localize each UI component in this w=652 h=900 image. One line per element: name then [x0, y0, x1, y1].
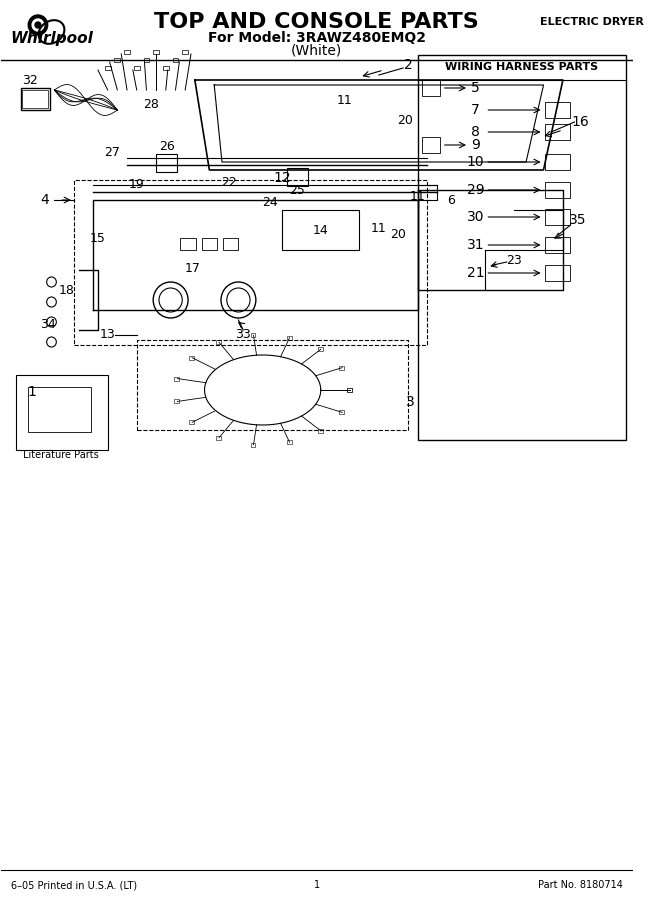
Bar [287, 440, 291, 445]
Bar [183, 50, 188, 54]
Text: 7: 7 [471, 103, 480, 117]
Text: 6: 6 [447, 194, 456, 206]
Text: 33: 33 [235, 328, 251, 341]
Bar [143, 58, 149, 62]
Bar [318, 429, 323, 433]
Bar [282, 210, 359, 250]
Bar [287, 168, 308, 186]
Bar [22, 90, 48, 108]
Text: 1: 1 [27, 385, 37, 399]
Circle shape [32, 19, 44, 31]
Text: 20: 20 [391, 229, 406, 241]
Bar [339, 410, 344, 414]
Text: 2: 2 [404, 58, 412, 72]
Text: Whirlpool: Whirlpool [10, 31, 93, 46]
Bar [422, 137, 440, 153]
Bar [250, 443, 256, 446]
Text: 12: 12 [273, 171, 291, 185]
Bar [156, 154, 177, 172]
Bar [546, 102, 570, 118]
Bar [153, 50, 159, 54]
Bar [189, 420, 194, 424]
Text: 20: 20 [397, 113, 413, 127]
Text: TOP AND CONSOLE PARTS: TOP AND CONSOLE PARTS [155, 12, 479, 32]
Circle shape [28, 15, 48, 35]
Bar [134, 66, 140, 70]
Bar [546, 182, 570, 198]
Text: 30: 30 [467, 210, 484, 224]
Bar [250, 333, 256, 338]
Text: ELECTRIC DRYER: ELECTRIC DRYER [540, 17, 644, 27]
Text: 23: 23 [507, 254, 522, 266]
Bar [422, 80, 440, 96]
Bar [28, 387, 91, 432]
Text: 26: 26 [159, 140, 175, 152]
Text: 28: 28 [143, 98, 159, 112]
Text: 4: 4 [40, 193, 49, 207]
Bar [201, 238, 217, 250]
Text: 1: 1 [314, 880, 320, 890]
Text: 10: 10 [467, 155, 484, 169]
Bar [546, 154, 570, 170]
Text: (White): (White) [291, 43, 342, 57]
Bar [124, 50, 130, 54]
Text: 17: 17 [185, 262, 201, 274]
Bar [175, 376, 179, 381]
Text: 9: 9 [471, 138, 480, 152]
Text: Literature Parts: Literature Parts [23, 450, 99, 460]
Text: 11: 11 [409, 191, 426, 203]
Bar [287, 336, 291, 339]
Text: 8: 8 [471, 125, 480, 139]
Text: 15: 15 [90, 231, 106, 245]
Bar [347, 388, 351, 392]
Bar [189, 356, 194, 360]
Circle shape [35, 22, 41, 28]
Text: 5: 5 [471, 81, 480, 95]
Text: 21: 21 [467, 266, 484, 280]
Text: For Model: 3RAWZ480EMQ2: For Model: 3RAWZ480EMQ2 [208, 31, 426, 45]
Text: 11: 11 [337, 94, 353, 106]
Text: 24: 24 [263, 195, 278, 209]
Text: 22: 22 [221, 176, 237, 188]
Text: 14: 14 [313, 223, 329, 237]
Bar [223, 238, 239, 250]
Text: Part No. 8180714: Part No. 8180714 [538, 880, 623, 890]
Bar [216, 436, 221, 439]
Text: 6–05 Printed in U.S.A. (LT): 6–05 Printed in U.S.A. (LT) [11, 880, 137, 890]
Text: 32: 32 [22, 74, 38, 86]
Text: 13: 13 [100, 328, 115, 341]
Bar [417, 55, 626, 440]
Bar [216, 340, 221, 345]
Bar [318, 347, 323, 351]
Text: 11: 11 [371, 221, 387, 235]
Text: 31: 31 [467, 238, 484, 252]
Text: 34: 34 [40, 319, 55, 331]
Text: 16: 16 [571, 115, 589, 129]
Bar [181, 238, 196, 250]
Bar [347, 388, 351, 392]
Text: 35: 35 [569, 213, 586, 227]
Bar [16, 375, 108, 450]
Text: 3: 3 [406, 395, 414, 409]
Text: WIRING HARNESS PARTS: WIRING HARNESS PARTS [445, 62, 599, 72]
Bar [339, 365, 344, 370]
Text: 29: 29 [467, 183, 484, 197]
Bar [546, 265, 570, 281]
Bar [115, 58, 120, 62]
Bar [173, 58, 179, 62]
Bar [163, 66, 169, 70]
Bar [175, 400, 179, 403]
Text: 27: 27 [104, 146, 121, 158]
Bar [546, 237, 570, 253]
Text: 18: 18 [59, 284, 75, 296]
Text: 25: 25 [289, 184, 305, 196]
Text: 19: 19 [129, 177, 145, 191]
Bar [546, 209, 570, 225]
Bar [546, 124, 570, 140]
Bar [105, 66, 111, 70]
Bar [20, 88, 50, 110]
